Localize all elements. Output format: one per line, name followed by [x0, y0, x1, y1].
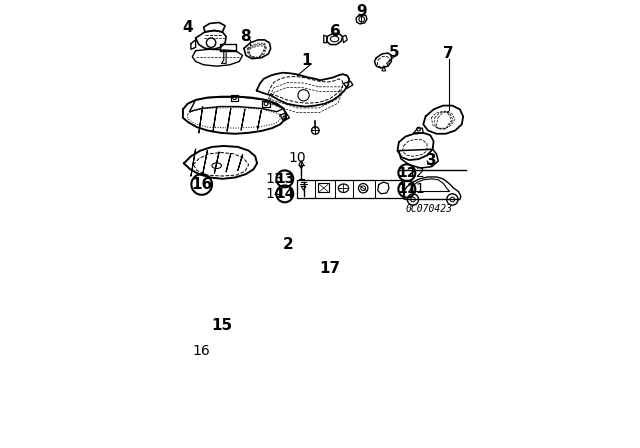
Text: 7: 7 — [444, 47, 454, 61]
Text: 16: 16 — [193, 344, 211, 358]
Text: 6: 6 — [330, 24, 340, 39]
Text: 11: 11 — [408, 182, 426, 196]
Text: 13: 13 — [275, 172, 294, 186]
Text: 8: 8 — [241, 29, 251, 44]
Text: 13: 13 — [265, 172, 283, 186]
Text: 15: 15 — [212, 318, 233, 333]
Text: 4: 4 — [182, 20, 193, 34]
Text: 14: 14 — [275, 187, 294, 201]
Text: 2: 2 — [283, 237, 294, 252]
Text: 5: 5 — [389, 45, 399, 60]
Text: 12: 12 — [408, 166, 426, 180]
Text: 3: 3 — [426, 154, 437, 168]
Text: 12: 12 — [397, 166, 417, 180]
Text: 16: 16 — [191, 177, 212, 192]
Text: 17: 17 — [319, 261, 340, 276]
Text: 14: 14 — [265, 187, 283, 201]
Text: 9: 9 — [356, 4, 367, 19]
Text: 0C070423: 0C070423 — [405, 204, 452, 214]
Text: 11: 11 — [397, 182, 417, 196]
Bar — [318, 183, 330, 193]
Text: 1: 1 — [301, 52, 312, 68]
Text: 10: 10 — [289, 151, 307, 165]
